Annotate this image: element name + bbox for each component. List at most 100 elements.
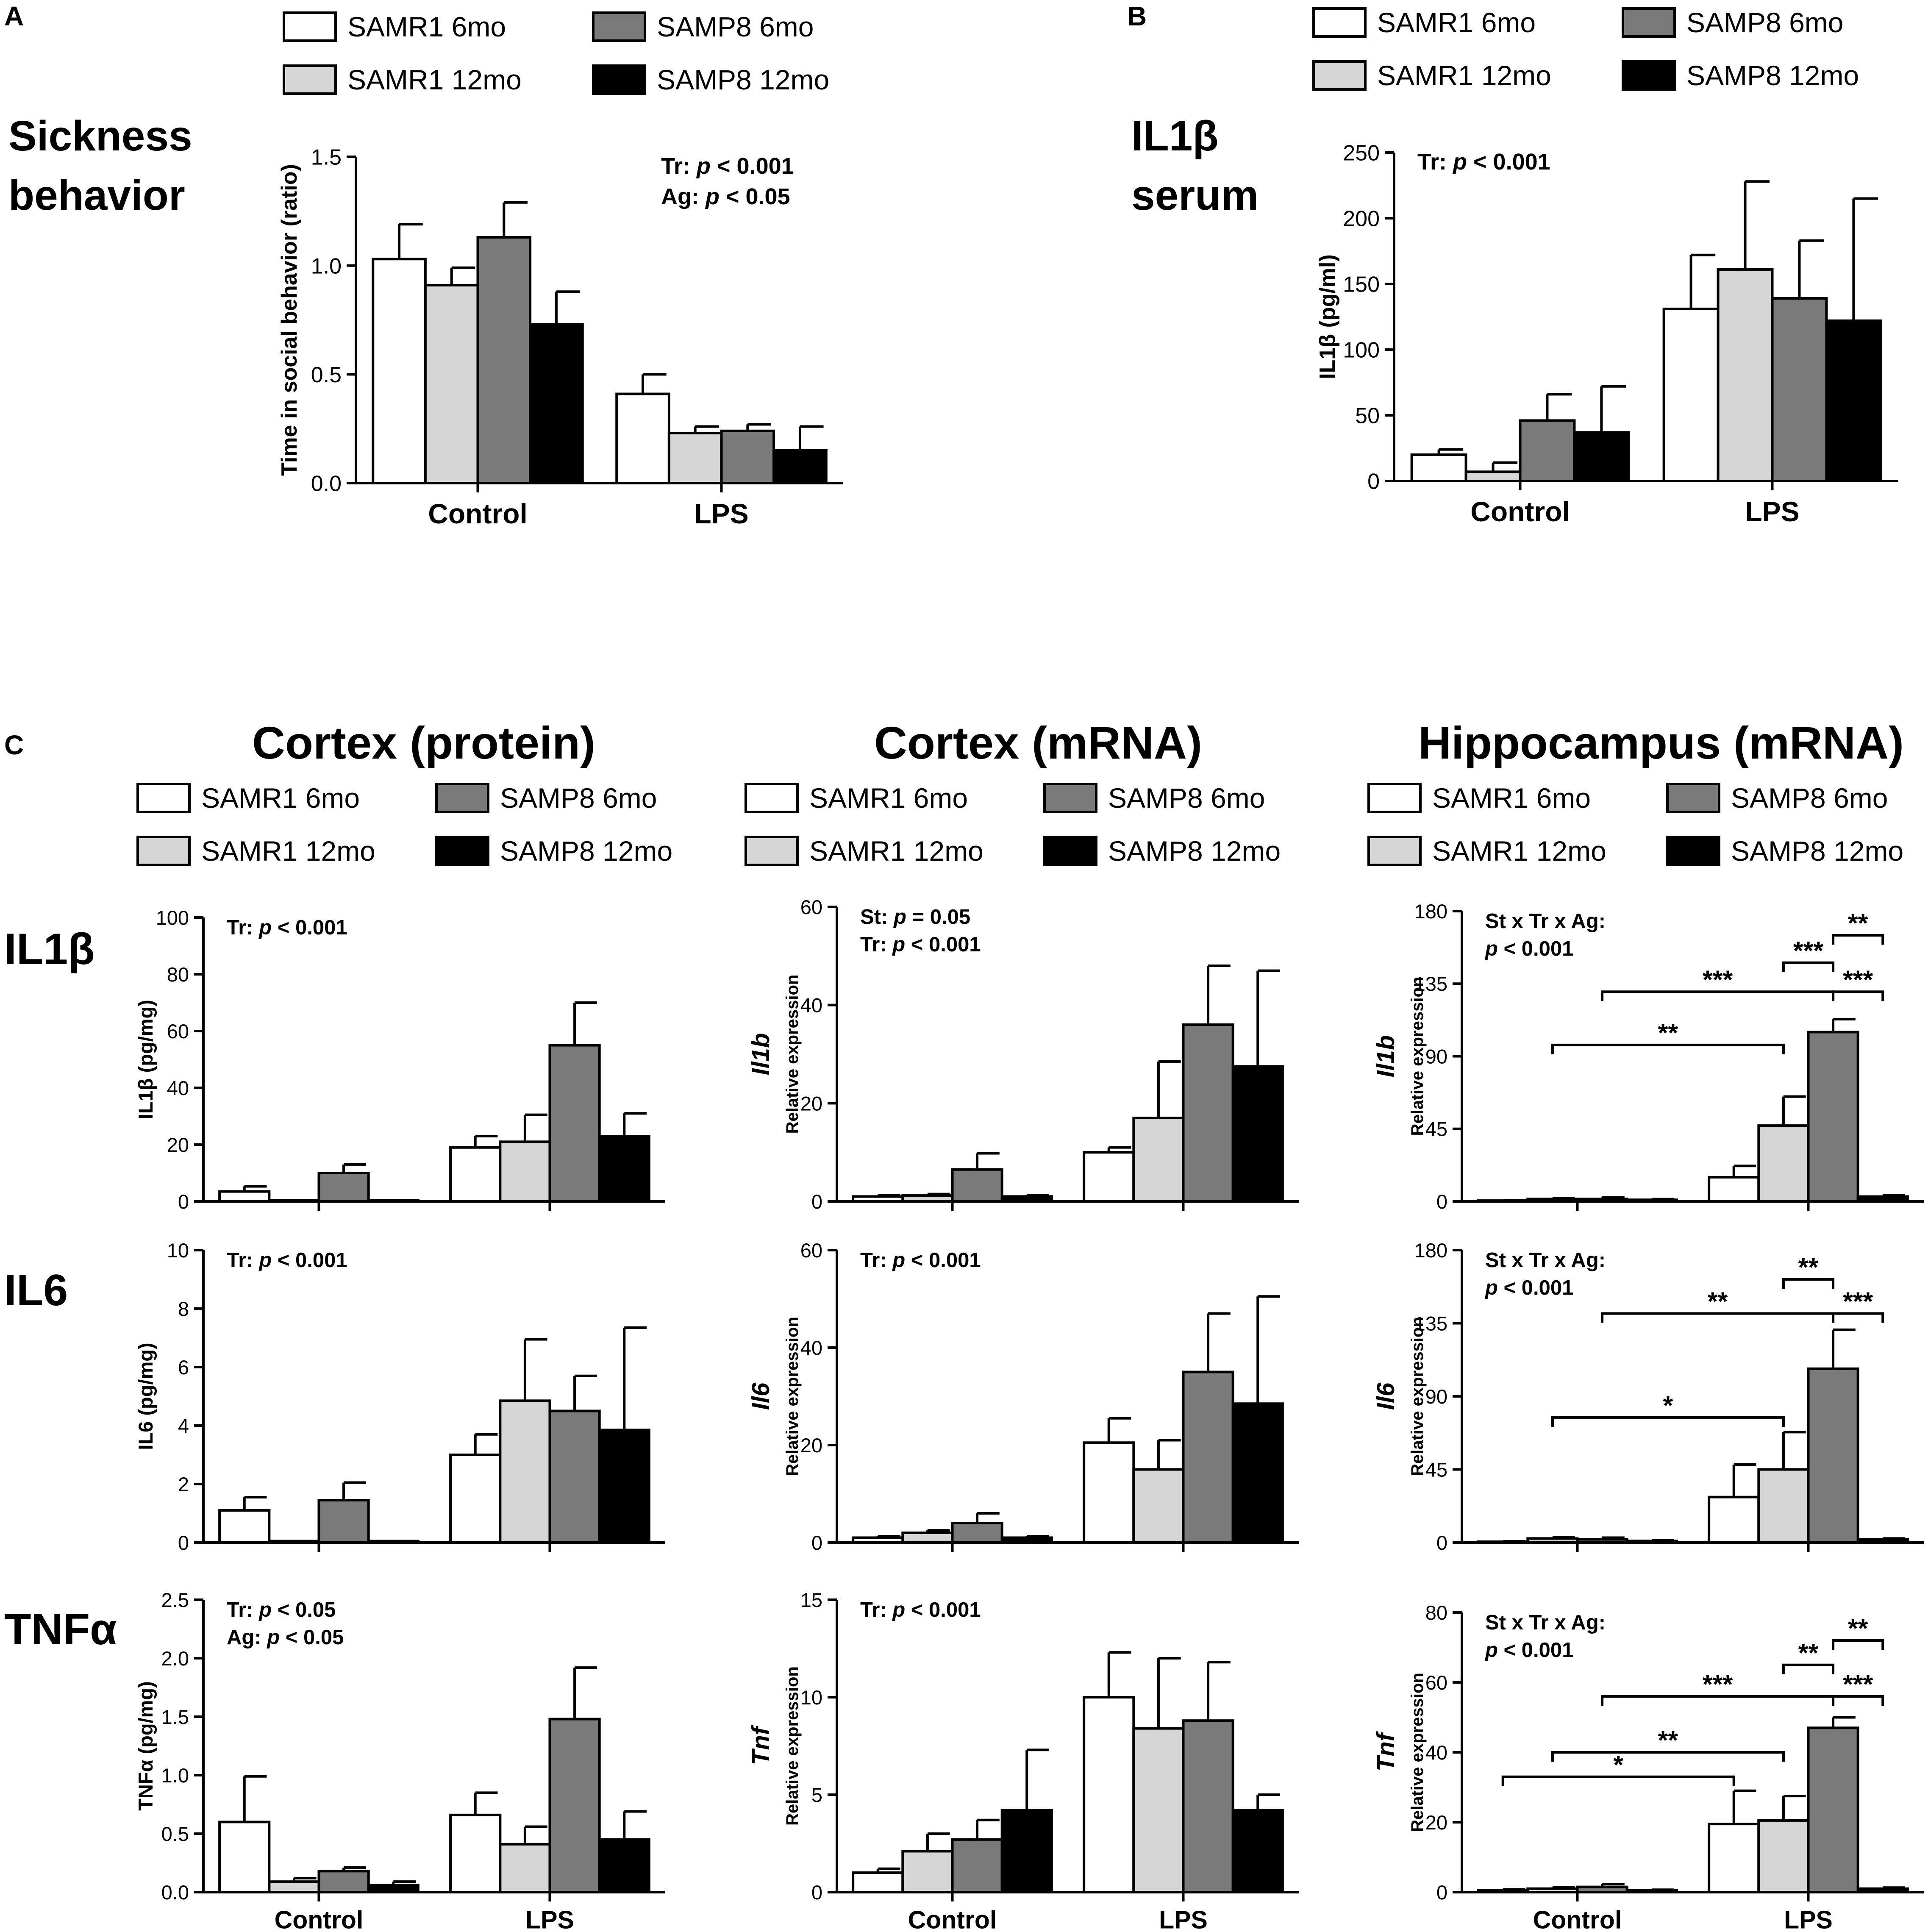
legend-label-samr1-6mo: SAMR1 6mo [809,782,968,814]
legend-swatch-samr1-12mo [1312,60,1367,91]
chart-c-tnfa-protein: 0.0 0.5 1.0 1.5 2.0 2.5 Control LPS TNFα (pg/mg)… [134,1589,665,1932]
x-category-label: Control [1470,496,1570,527]
stats-p: p [892,1249,905,1272]
stats-prefix: St: [860,906,894,928]
stats-line: p < 0.001 [1484,1276,1573,1299]
stats-line: Tr: p < 0.001 [860,933,981,956]
y-tick-label: 0 [1367,470,1380,494]
legend-1: SAMR1 6mo SAMP8 6mo SAMR1 12mo SAMP8 12mo [1312,7,1859,91]
significance-bracket: * [1501,1750,1735,1786]
column-header-hippocampus-mrna: Hippocampus (mRNA) [1418,717,1904,768]
significance-bracket: * [1551,1391,1785,1427]
panel-letter-b: B [1127,1,1147,31]
significance-bracket: *** [1832,1287,1884,1323]
column-header-cortex-mrna: Cortex (mRNA) [874,717,1202,768]
legend-swatch-samr1-6mo [1312,7,1367,38]
significance-bracket: ** [1551,1726,1785,1762]
y-tick-label: 90 [1425,1045,1447,1067]
panel-a-title-line1: Sickness [8,112,192,160]
stats-p: p [893,906,906,928]
significance-label: *** [1793,936,1823,965]
y-tick-label: 60 [800,896,822,918]
bar-samp8-6mo-control [951,1522,1003,1544]
y-tick-label: 180 [1414,1239,1447,1262]
legend-label-samp8-12mo: SAMP8 12mo [1686,60,1859,91]
stats-line: St x Tr x Ag: [1485,910,1606,933]
legend-0: SAMR1 6mo SAMP8 6mo SAMR1 12mo SAMP8 12mo [283,11,829,95]
bar-samr1-6mo-lps [449,1146,502,1203]
stats-value: < 0.001 [1498,1639,1573,1662]
stats-line: p < 0.001 [1484,937,1573,960]
bar-samp8-6mo-control [951,1168,1003,1203]
legend-label-samr1-6mo: SAMR1 6mo [1432,782,1591,814]
y-tick-label: 80 [1425,1601,1447,1624]
chart-c-il6-cortex-mrna: 0 20 40 60 Il6 Relative expression Tr: p < 0.0… [747,1239,1299,1554]
y-axis-gene-label: Il1b [747,1033,775,1076]
stats-value: < 0.05 [272,1598,336,1621]
bar-samp8-6mo-control [1576,1198,1628,1203]
y-axis-gene-label: Il6 [1372,1382,1400,1410]
bar-samr1-12mo-control [901,1194,954,1203]
panel-letter-c: C [4,730,24,760]
bar-samp8-12mo-lps [598,1838,650,1893]
bar-samp8-12mo-lps [772,449,828,484]
y-tick-label: 40 [1425,1741,1447,1764]
y-tick-label: 0 [811,1190,822,1213]
bar-samr1-12mo-control [1526,1537,1579,1544]
bar-samp8-6mo-control [1519,419,1576,483]
bar-samp8-6mo-lps [1182,1370,1234,1544]
stats-p: p [1484,1639,1498,1662]
x-category-label: LPS [694,498,748,529]
y-axis-label: Relative expression [1408,1317,1427,1476]
y-tick-label: 1.5 [161,1706,189,1728]
significance-label: *** [1703,965,1733,994]
stats-value: = 0.05 [906,906,970,928]
legend-swatch-samr1-12mo [136,836,191,866]
stats-value: < 0.001 [272,916,347,939]
y-tick-label: 0 [811,1881,822,1904]
y-tick-label: 8 [178,1298,189,1320]
bar-samp8-12mo-lps [1825,319,1882,482]
bar-samr1-6mo-lps [449,1454,502,1544]
significance-label: *** [1843,1670,1873,1698]
significance-bracket: ** [1601,1287,1835,1323]
stats-value: < 0.001 [905,1598,981,1621]
y-axis-gene-label: Il1b [1372,1035,1400,1078]
y-tick-label: 20 [800,1434,822,1457]
y-axis-label: IL6 (pg/mg) [134,1343,157,1450]
y-tick-label: 90 [1425,1385,1447,1408]
legend-label-samp8-12mo: SAMP8 12mo [500,835,672,867]
y-tick-label: 40 [167,1077,189,1099]
y-tick-label: 0.0 [161,1881,189,1904]
legend-swatch-samp8-6mo [435,783,489,813]
bar-samp8-6mo-lps [548,1044,601,1203]
bar-samr1-12mo-control [1464,470,1522,483]
y-tick-label: 0.0 [311,472,342,496]
bar-samp8-12mo-control [367,1199,419,1203]
y-tick-label: 135 [1414,1312,1447,1334]
y-tick-label: 0 [1436,1881,1447,1904]
significance-label: ** [1708,1287,1728,1316]
y-axis-label: Relative expression [783,975,802,1134]
y-tick-label: 15 [800,1589,822,1611]
stats-value: < 0.001 [905,933,981,956]
bar-samr1-12mo-lps [1132,1727,1185,1894]
bar-samr1-12mo-control [268,1880,320,1894]
bar-samp8-12mo-lps [598,1134,650,1203]
bar-samr1-12mo-lps [1757,1819,1810,1893]
panel-b-title-line2: serum [1131,172,1258,219]
bar-samp8-12mo-lps [1231,1065,1284,1203]
y-axis-label: Relative expression [783,1666,802,1826]
legend-swatch-samp8-12mo [1622,60,1676,91]
y-tick-label: 10 [167,1239,189,1262]
bar-samp8-12mo-control [367,1540,419,1544]
legend-label-samp8-6mo: SAMP8 6mo [500,782,657,814]
bar-samr1-6mo-control [1477,1889,1529,1893]
stats-prefix: Tr: [227,916,259,939]
y-tick-label: 40 [800,994,822,1017]
legend-swatch-samp8-6mo [1043,783,1097,813]
legend-label-samr1-12mo: SAMR1 12mo [201,835,375,867]
bar-samp8-12mo-lps [1856,1195,1909,1203]
x-category-label: LPS [1745,496,1799,527]
bar-samr1-6mo-control [218,1190,271,1203]
